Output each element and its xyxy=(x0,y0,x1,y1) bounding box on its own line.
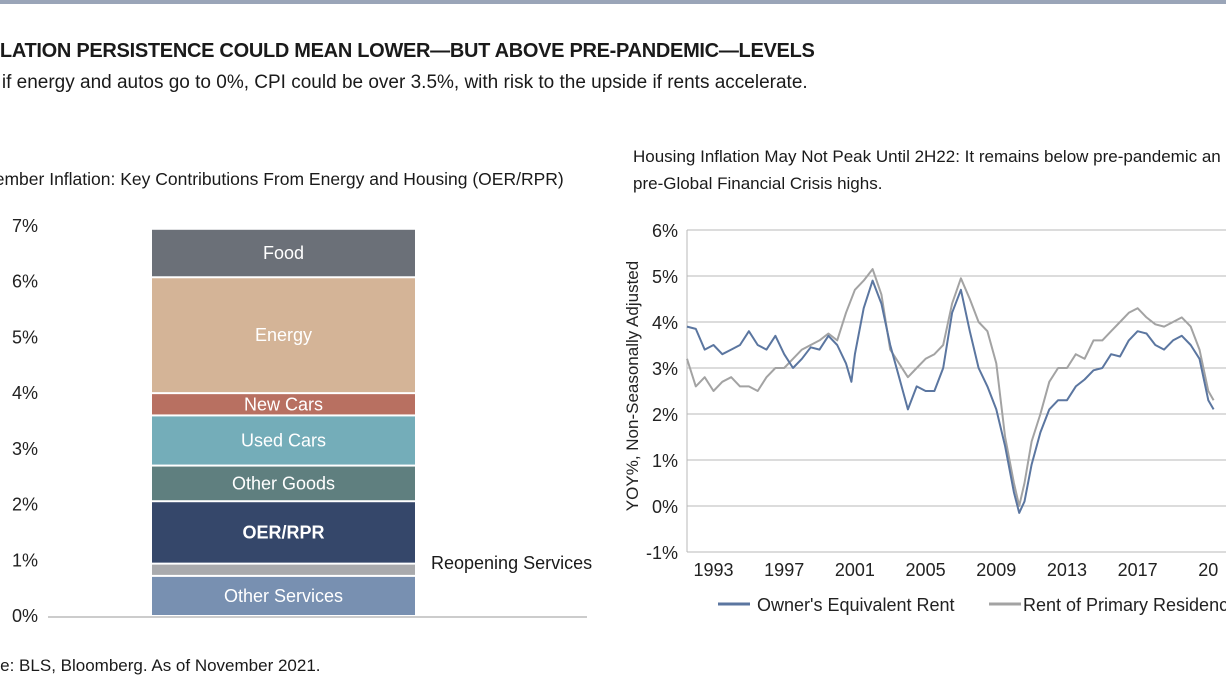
y-tick-label: -1% xyxy=(646,543,678,563)
x-tick-label: 2013 xyxy=(1047,560,1087,580)
bar-segment-other-goods xyxy=(152,466,415,501)
y-tick-label: 4% xyxy=(12,383,38,403)
y-tick-label: 2% xyxy=(12,495,38,515)
y-tick-label: 0% xyxy=(652,497,678,517)
source-note: rce: BLS, Bloomberg. As of November 2021… xyxy=(0,656,321,675)
bar-segment-food xyxy=(152,229,415,277)
right-chart-title-line-1: Housing Inflation May Not Peak Until 2H2… xyxy=(633,147,1221,166)
x-tick-label: 1997 xyxy=(764,560,804,580)
y-tick-label: 6% xyxy=(12,272,38,292)
bar-segment-other-services xyxy=(152,576,415,615)
segment-label: Other Services xyxy=(224,586,343,606)
bar-segment-oer-rpr xyxy=(152,502,415,563)
y-tick-label: 0% xyxy=(12,606,38,626)
x-tick-label: 20 xyxy=(1198,560,1218,580)
y-tick-label: 1% xyxy=(652,451,678,471)
right-chart-title-line-2: pre-Global Financial Crisis highs. xyxy=(633,174,883,193)
stacked-bar-chart: 0% 1% 2% 3% 4% 5% 6% 7% Other Services Reopening … xyxy=(12,216,592,626)
y-tick-label: 7% xyxy=(12,216,38,236)
segment-label: Other Goods xyxy=(232,473,335,493)
segment-label: Food xyxy=(263,243,304,263)
segment-label: Energy xyxy=(255,325,312,345)
legend-label: Owner's Equivalent Rent xyxy=(757,595,955,615)
segment-label: Reopening Services xyxy=(431,553,592,573)
x-tick-label: 2017 xyxy=(1118,560,1158,580)
y-tick-label: 1% xyxy=(12,550,38,570)
right-chart-title: Housing Inflation May Not Peak Until 2H2… xyxy=(633,143,1221,197)
y-axis-label: YOY%, Non-Seasonally Adjusted xyxy=(623,261,642,511)
bar-segment-energy xyxy=(152,278,415,393)
y-tick-label: 2% xyxy=(652,405,678,425)
y-tick-label: 3% xyxy=(12,439,38,459)
y-tick-label: 3% xyxy=(652,359,678,379)
y-tick-label: 4% xyxy=(652,313,678,333)
x-tick-label: 1993 xyxy=(693,560,733,580)
bar-segment-new-cars xyxy=(152,394,415,415)
segment-label: New Cars xyxy=(244,394,323,414)
page-title: FLATION PERSISTENCE COULD MEAN LOWER—BUT… xyxy=(0,40,815,62)
segment-label: OER/RPR xyxy=(242,522,324,542)
left-chart-title: vember Inflation: Key Contributions From… xyxy=(0,169,564,189)
x-tick-label: 2009 xyxy=(976,560,1016,580)
top-rule xyxy=(0,0,1226,4)
bar-segment-used-cars xyxy=(152,416,415,465)
legend-label: Rent of Primary Residence xyxy=(1023,595,1226,615)
bar-segment-reopening-services xyxy=(152,564,415,575)
series-line-owner-s-equivalent-rent xyxy=(686,279,1215,514)
segment-label: Used Cars xyxy=(241,431,326,451)
y-tick-label: 5% xyxy=(12,327,38,347)
x-tick-label: 2005 xyxy=(906,560,946,580)
y-tick-label: 6% xyxy=(652,221,678,241)
page-subtitle: n if energy and autos go to 0%, CPI coul… xyxy=(0,72,808,93)
series-line-rent-of-primary-residence xyxy=(686,268,1215,507)
x-tick-label: 2001 xyxy=(835,560,875,580)
y-tick-label: 5% xyxy=(652,267,678,287)
